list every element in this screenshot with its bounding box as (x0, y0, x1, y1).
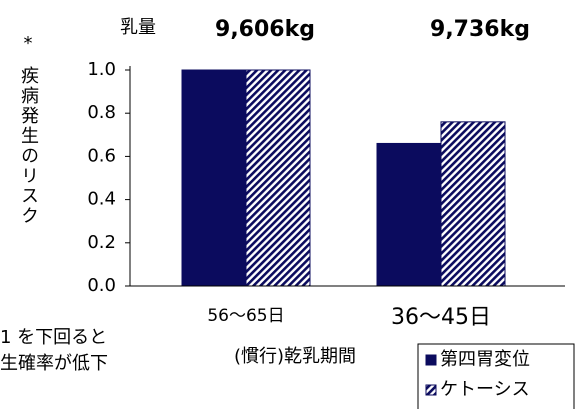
x-label: (慣行)乾乳期間 (234, 346, 356, 367)
y-tick-label: 1.0 (87, 59, 116, 80)
legend-swatch (425, 354, 437, 366)
bar (245, 69, 311, 287)
note: 生確率が低下 (0, 353, 108, 374)
legend-label: 第四胃変位 (440, 349, 530, 370)
bar (440, 121, 506, 287)
bar (376, 142, 442, 287)
x-tick-label: 36〜45日 (391, 305, 491, 330)
y-label: 疾病発生のリスク (18, 66, 39, 226)
y-label-note: * (24, 33, 33, 54)
y-tick-label: 0.6 (87, 145, 116, 166)
y-tick-label: 0.0 (87, 275, 116, 296)
bar (181, 69, 247, 287)
y-tick-label: 0.4 (87, 189, 116, 210)
top-label: 乳量 (120, 17, 156, 38)
legend-label: ケトーシス (440, 379, 530, 400)
y-tick-label: 0.2 (87, 232, 116, 253)
top-value: 9,736kg (430, 17, 530, 42)
y-tick-label: 0.8 (87, 102, 116, 123)
x-tick-label: 56〜65日 (207, 306, 284, 326)
top-value: 9,606kg (215, 17, 315, 42)
legend-swatch (425, 384, 437, 396)
legend-box (417, 343, 575, 409)
note: 1 を下回ると (0, 327, 107, 348)
